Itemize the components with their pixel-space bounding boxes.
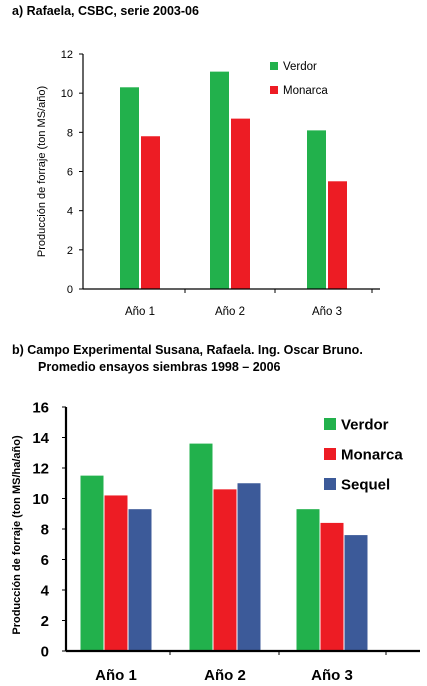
- chart-a-legend-swatch-verdor: [270, 62, 278, 70]
- chart-a-title: a) Rafaela, CSBC, serie 2003-06: [12, 4, 199, 18]
- chart-a-bar-verdor-1: [120, 87, 139, 290]
- chart-a-y-axis-label: Producción de forraje (ton MS/año): [36, 86, 48, 257]
- chart-b-bar-sequel-2: [237, 483, 261, 651]
- chart-b-legend-label-verdor: Verdor: [341, 416, 389, 433]
- chart-a-ytick-label: 8: [67, 127, 73, 139]
- chart-a-category-label: Año 2: [215, 306, 245, 318]
- chart-b-ytick-label: 10: [32, 491, 49, 508]
- chart-a-bar-verdor-2: [210, 71, 229, 289]
- chart-b-category-label: Año 3: [311, 667, 353, 684]
- chart-b-bar-sequel-3: [344, 535, 368, 651]
- chart-a-category-label: Año 3: [312, 306, 342, 318]
- chart-a-legend-swatch-monarca: [270, 86, 278, 94]
- chart-a-bar-monarca-2: [231, 118, 250, 289]
- chart-a-category-label: Año 1: [125, 306, 155, 318]
- chart-b-ytick-label: 6: [41, 552, 49, 569]
- chart-b-title: b) Campo Experimental Susana, Rafaela. I…: [12, 343, 363, 357]
- chart-b-ytick-label: 14: [32, 430, 49, 447]
- chart-b-y-axis-label: Producción de forraje (ton MS/ha/año): [11, 435, 23, 635]
- chart-b-legend-swatch-verdor: [324, 418, 336, 430]
- chart-b-bar-monarca-1: [104, 495, 128, 651]
- chart-b-category-label: Año 2: [204, 667, 246, 684]
- chart-b-ytick-label: 4: [41, 582, 50, 599]
- chart-a-legend-label-monarca: Monarca: [283, 85, 328, 97]
- chart-a-ytick-label: 10: [61, 88, 73, 100]
- chart-a-ytick-label: 4: [67, 206, 73, 218]
- chart-b-ytick-label: 0: [41, 643, 49, 660]
- chart-b-ytick-label: 8: [41, 521, 49, 538]
- chart-b-legend-swatch-sequel: [324, 478, 336, 490]
- chart-b-legend-label-sequel: Sequel: [341, 476, 390, 493]
- chart-a-bar-monarca-3: [328, 181, 347, 289]
- chart-b-ytick-label: 2: [41, 613, 49, 630]
- chart-b-bar-monarca-2: [213, 489, 237, 651]
- chart-a-bar-verdor-3: [307, 130, 326, 289]
- chart-b-bar-sequel-1: [128, 509, 152, 651]
- chart-b-legend-label-monarca: Monarca: [341, 446, 403, 463]
- chart-b-bar-verdor-3: [296, 509, 320, 651]
- chart-b-category-label: Año 1: [95, 667, 137, 684]
- chart-a-bar-monarca-1: [141, 136, 160, 289]
- chart-a-ytick-label: 2: [67, 245, 73, 257]
- chart-b-bar-verdor-1: [80, 475, 104, 651]
- chart-b-legend-swatch-monarca: [324, 448, 336, 460]
- chart-b-subtitle: Promedio ensayos siembras 1998 – 2006: [38, 360, 281, 374]
- chart-a-legend-label-verdor: Verdor: [283, 61, 317, 73]
- chart-b-ytick-label: 12: [32, 460, 49, 477]
- chart-b-bar-verdor-2: [189, 443, 213, 651]
- chart-a-ytick-label: 0: [67, 284, 73, 296]
- chart-a-ytick-label: 6: [67, 166, 73, 178]
- chart-b-bar-monarca-3: [320, 522, 344, 651]
- chart-b-ytick-label: 16: [32, 399, 49, 416]
- chart-a-ytick-label: 12: [61, 49, 73, 61]
